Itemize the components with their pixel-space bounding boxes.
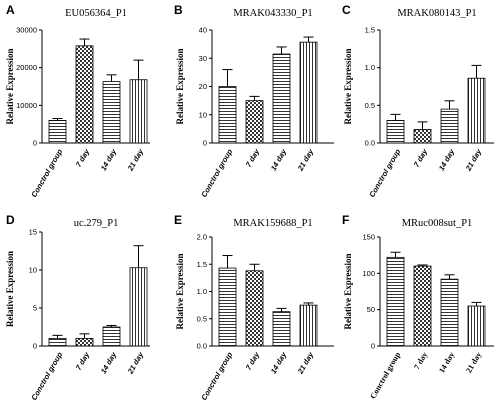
panel-letter: F: [342, 213, 349, 227]
y-tick-label: 0: [33, 342, 37, 351]
x-tick-label: Conctrol group: [29, 147, 64, 199]
y-axis-label: Relative Expression: [175, 253, 185, 329]
bar: [386, 256, 405, 347]
chart-title: MRAK043330_P1: [233, 8, 312, 19]
panel-a: A EU056364_P1 Relative Expression 0 10000 200…: [5, 3, 150, 199]
x-tick-label: 14 day: [437, 147, 457, 172]
bar: [440, 108, 459, 144]
bar: [75, 337, 94, 347]
bar: [413, 129, 432, 144]
bar: [299, 304, 318, 347]
bar: [218, 86, 237, 144]
panel-c: C MRAK080143_P1 Relative Expression 0.0 0.5 1…: [342, 3, 494, 199]
x-tick-label: 14 day: [99, 350, 119, 375]
y-tick-label: 0: [371, 342, 375, 351]
y-axis-label: Relative Expression: [5, 251, 15, 327]
bar: [218, 267, 237, 347]
y-tick-label: 15: [29, 228, 37, 237]
y-tick-label: 50: [367, 305, 375, 314]
panel-letter: E: [174, 213, 182, 227]
panel-letter: C: [342, 3, 351, 17]
y-tick-label: 150: [362, 233, 375, 242]
y-tick-label: 10: [29, 266, 37, 275]
x-tick-label: Conctrol group: [199, 147, 234, 199]
bar: [467, 305, 486, 347]
y-tick-label: 30000: [16, 26, 37, 35]
bar: [299, 41, 318, 144]
bar: [75, 45, 94, 144]
chart-title: MRuc008sut_P1: [402, 218, 473, 229]
panel-letter: B: [174, 3, 183, 17]
chart-title: EU056364_P1: [65, 8, 127, 19]
y-tick-label: 0.0: [365, 139, 375, 148]
panel-letter: A: [6, 3, 15, 17]
x-tick-label: 14 day: [437, 351, 456, 375]
x-tick-label: 7 day: [74, 147, 92, 169]
y-tick-label: 20: [199, 82, 207, 91]
bar: [272, 311, 291, 347]
y-tick-label: 40: [199, 26, 207, 35]
x-tick-label: 21 day: [464, 351, 483, 375]
x-tick-label: Conctrol group: [367, 147, 402, 199]
bar: [440, 278, 459, 347]
bar: [129, 79, 148, 144]
panel-b: B MRAK043330_P1 Relative Expression 0 10 20 30…: [174, 3, 334, 199]
bar: [467, 77, 486, 144]
y-tick-label: 1.0: [197, 287, 207, 296]
y-tick-label: 2.0: [197, 233, 207, 242]
x-tick-label: 21 day: [295, 147, 315, 173]
bar: [245, 270, 264, 347]
x-tick-label: Conctrol group: [199, 350, 234, 402]
x-tick-label: 14 day: [269, 147, 289, 172]
bar: [272, 53, 291, 144]
y-tick-label: 10000: [16, 101, 37, 110]
panel-f: F MRuc008sut_P1 Relative Expression 0 50 100 1…: [342, 213, 494, 400]
y-tick-label: 1.5: [365, 26, 375, 35]
y-tick-label: 0.5: [365, 101, 375, 110]
bar: [386, 120, 405, 144]
x-tick-label: 14 day: [269, 350, 289, 375]
x-tick-label: 21 day: [463, 147, 483, 173]
x-tick-label: 7 day: [244, 350, 262, 372]
y-axis-label: Relative Expression: [343, 48, 353, 124]
bar: [102, 81, 121, 144]
bar: [129, 267, 148, 347]
chart-title: MRAK159688_P1: [233, 218, 312, 229]
y-tick-label: 0.5: [197, 314, 207, 323]
y-axis-label: Relative Expression: [5, 48, 15, 124]
x-tick-label: 21 day: [295, 350, 315, 376]
chart-title: uc.279_P1: [74, 218, 119, 229]
y-tick-label: 0: [33, 139, 37, 148]
x-tick-label: Conctrol group: [29, 350, 64, 402]
panel-letter: D: [6, 213, 15, 227]
y-axis-label: Relative Expression: [175, 48, 185, 124]
y-tick-label: 1.5: [197, 260, 207, 269]
x-tick-label: 21 day: [125, 350, 145, 376]
y-tick-label: 0.0: [197, 342, 207, 351]
y-tick-label: 10: [199, 110, 207, 119]
y-tick-label: 1.0: [365, 63, 375, 72]
y-tick-label: 5: [33, 304, 37, 313]
y-tick-label: 0: [203, 139, 207, 148]
x-tick-label: Conctrol group: [368, 350, 402, 400]
bar: [245, 100, 264, 144]
y-tick-label: 100: [362, 269, 375, 278]
y-axis-label: Relative Expression: [343, 253, 353, 329]
x-tick-label: 14 day: [99, 147, 119, 172]
x-tick-label: 7 day: [244, 147, 262, 169]
bar: [48, 120, 67, 144]
bar: [413, 265, 432, 347]
x-tick-label: 7 day: [74, 350, 92, 372]
panel-e: E MRAK159688_P1 Relative Expression 0.0 0.5 1…: [174, 213, 334, 402]
x-tick-label: 7 day: [412, 147, 430, 169]
y-tick-label: 20000: [16, 63, 37, 72]
bar: [102, 326, 121, 347]
bar: [48, 337, 67, 347]
chart-title: MRAK080143_P1: [397, 8, 476, 19]
x-tick-label: 7 day: [412, 351, 429, 371]
x-tick-label: 21 day: [125, 147, 145, 173]
y-tick-label: 30: [199, 54, 207, 63]
